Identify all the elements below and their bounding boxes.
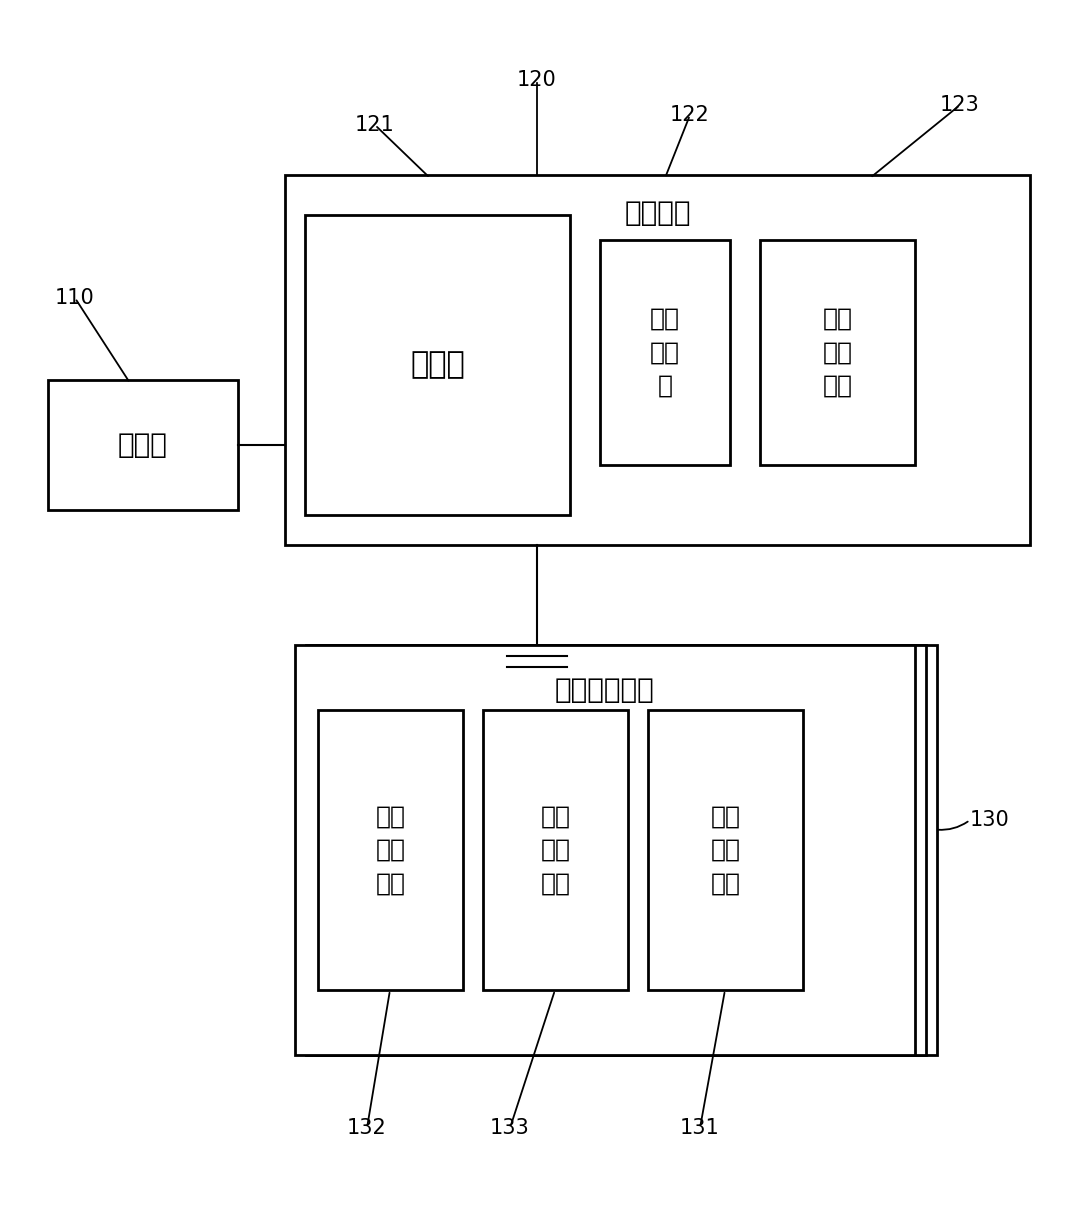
Text: 120: 120	[517, 70, 557, 90]
Bar	[305, 215, 570, 515]
Text: 容器
运行
环境: 容器 运行 环境	[711, 805, 741, 895]
Text: 121: 121	[355, 115, 395, 136]
Text: 123: 123	[941, 96, 980, 115]
Bar	[648, 710, 803, 990]
Bar	[483, 710, 628, 990]
Text: 131: 131	[680, 1118, 720, 1137]
Bar	[318, 710, 463, 990]
Text: 客户端: 客户端	[118, 431, 168, 459]
Text: 133: 133	[490, 1118, 530, 1137]
Bar	[285, 175, 1030, 544]
Bar	[317, 645, 937, 1055]
Bar	[295, 645, 915, 1055]
Bar	[306, 645, 926, 1055]
Text: 容器
运行
环境: 容器 运行 环境	[822, 307, 852, 398]
Text: 130: 130	[970, 809, 1009, 830]
Text: 边缘工作节点: 边缘工作节点	[555, 676, 655, 704]
Text: 110: 110	[55, 288, 95, 309]
Text: 132: 132	[347, 1118, 387, 1137]
Bar	[600, 240, 730, 465]
Text: 事件库: 事件库	[411, 351, 464, 380]
Bar	[48, 380, 238, 509]
Text: 视频
对接
模块: 视频 对接 模块	[375, 805, 405, 895]
Text: 任务
执行
模块: 任务 执行 模块	[541, 805, 571, 895]
Text: 资源
调度
器: 资源 调度 器	[650, 307, 680, 398]
Text: 计算中心: 计算中心	[625, 198, 691, 227]
Text: 122: 122	[670, 105, 710, 125]
Bar	[760, 240, 915, 465]
